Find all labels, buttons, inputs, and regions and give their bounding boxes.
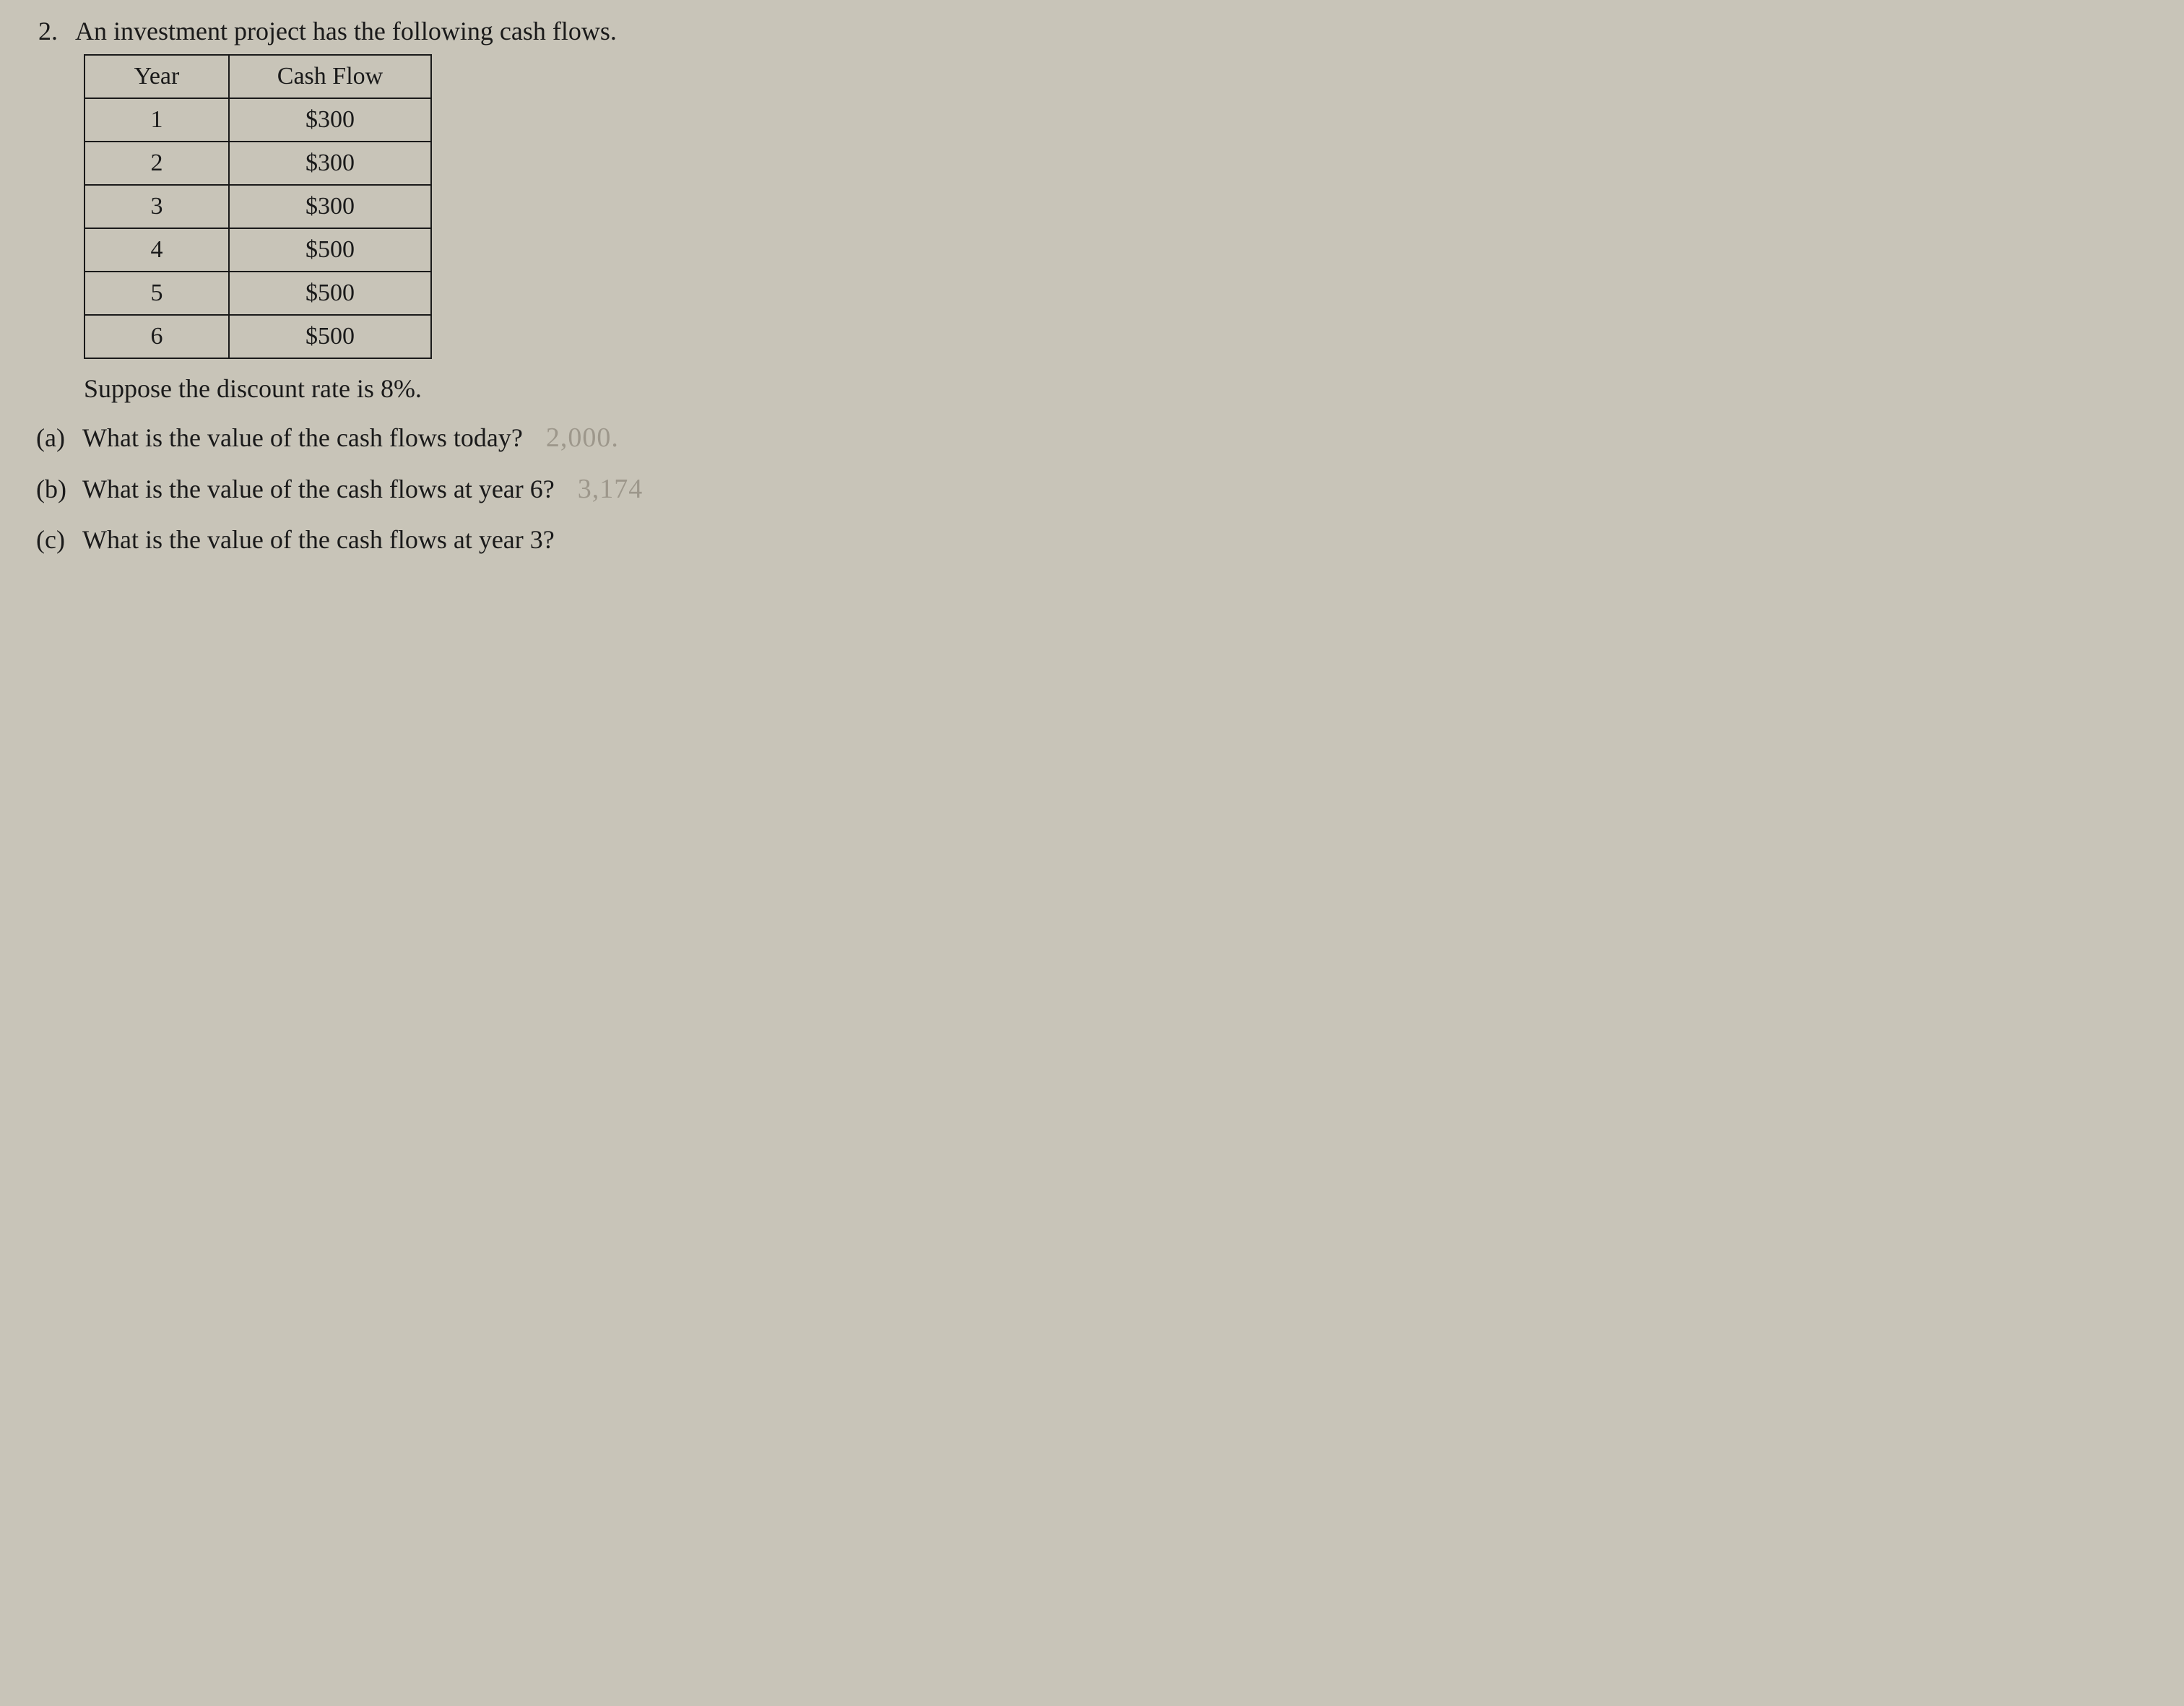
table-row: 1 $300	[84, 98, 431, 142]
problem-statement: An investment project has the following …	[75, 14, 617, 48]
question-c-text: What is the value of the cash flows at y…	[82, 523, 555, 557]
table-row: 4 $500	[84, 228, 431, 272]
header-year: Year	[84, 55, 229, 98]
table-header-row: Year Cash Flow	[84, 55, 431, 98]
cell-year: 5	[84, 272, 229, 315]
table-row: 6 $500	[84, 315, 431, 358]
question-b: (b) What is the value of the cash flows …	[36, 472, 679, 506]
cell-year: 3	[84, 185, 229, 228]
cell-year: 6	[84, 315, 229, 358]
cell-year: 4	[84, 228, 229, 272]
problem-number: 2.	[29, 16, 58, 46]
problem-header: 2. An investment project has the followi…	[29, 14, 679, 48]
table-row: 5 $500	[84, 272, 431, 315]
table-wrapper: Year Cash Flow 1 $300 2 $300 3 $300	[84, 54, 679, 359]
cell-cashflow: $500	[229, 272, 431, 315]
cell-cashflow: $500	[229, 228, 431, 272]
question-c: (c) What is the value of the cash flows …	[36, 523, 679, 557]
problem-container: 2. An investment project has the followi…	[29, 14, 679, 557]
question-a-text: What is the value of the cash flows toda…	[82, 421, 523, 455]
cell-cashflow: $300	[229, 185, 431, 228]
question-a-label: (a)	[36, 423, 72, 453]
cell-year: 2	[84, 142, 229, 185]
cell-cashflow: $300	[229, 142, 431, 185]
table-row: 2 $300	[84, 142, 431, 185]
handwritten-answer-a: 2,000.	[546, 422, 619, 454]
cell-cashflow: $300	[229, 98, 431, 142]
cell-year: 1	[84, 98, 229, 142]
question-b-text: What is the value of the cash flows at y…	[82, 472, 555, 506]
question-c-label: (c)	[36, 524, 72, 555]
discount-rate-text: Suppose the discount rate is 8%.	[84, 373, 679, 404]
handwritten-answer-b: 3,174	[578, 473, 644, 505]
header-cashflow: Cash Flow	[229, 55, 431, 98]
cell-cashflow: $500	[229, 315, 431, 358]
cashflow-table: Year Cash Flow 1 $300 2 $300 3 $300	[84, 54, 432, 359]
question-b-label: (b)	[36, 474, 72, 504]
question-a: (a) What is the value of the cash flows …	[36, 421, 679, 455]
table-row: 3 $300	[84, 185, 431, 228]
